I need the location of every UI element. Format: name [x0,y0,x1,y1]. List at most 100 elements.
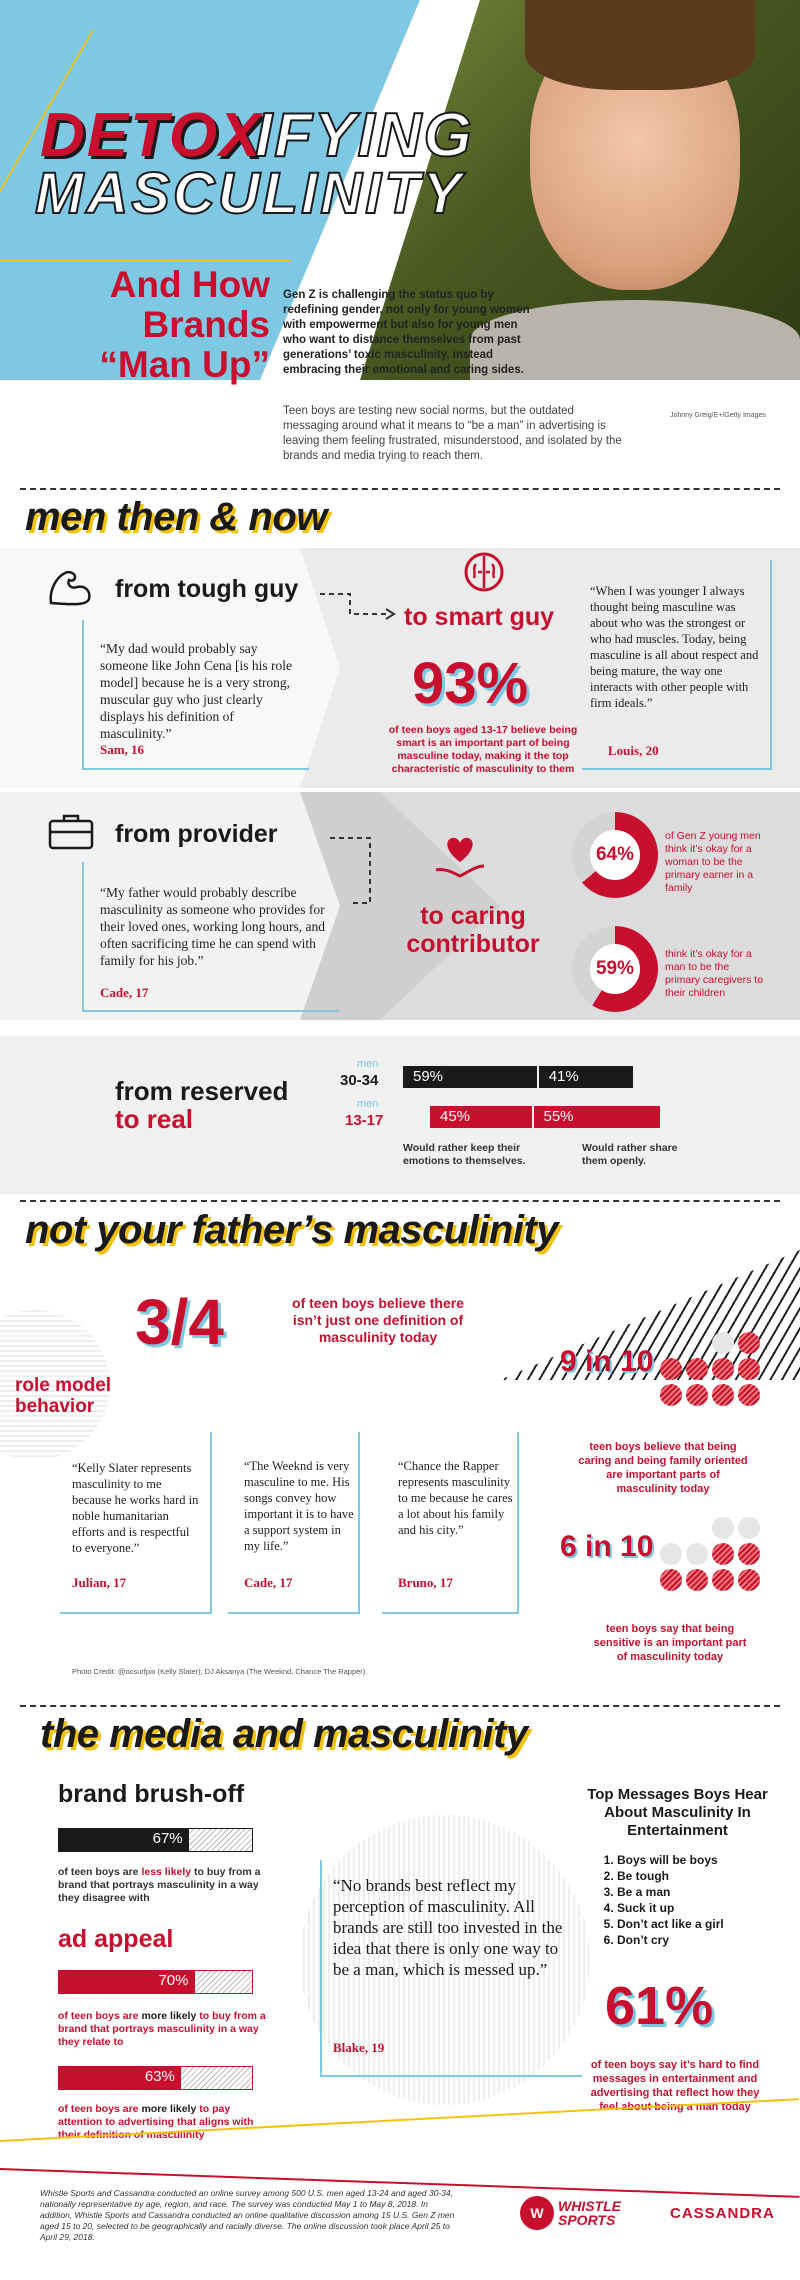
stat-9-caption: teen boys believe that being caring and … [578,1441,748,1495]
stat-6-in-10: 6 in 10 [560,1530,654,1563]
stat-three-quarters-caption: of teen boys believe there isn’t just on… [292,1295,464,1345]
filled-dot [686,1358,708,1380]
brush-bar-fill: 67% [58,1828,189,1852]
stat-6-caption: teen boys say that being sensitive is an… [593,1623,747,1663]
quote-box-sam [82,620,309,770]
subtitle-line2: Brands [142,304,270,345]
appeal2-bar-fill: 63% [58,2066,181,2090]
quote-box-julian [60,1432,212,1614]
dots-9-in-10 [660,1332,760,1406]
filled-dot [738,1358,760,1380]
separator [20,1200,780,1202]
brush-caption-hl: less likely [141,1866,192,1878]
role-model-label: role model behavior [15,1375,111,1417]
filled-dot [686,1569,708,1591]
filled-dot [738,1384,760,1406]
filled-dot [712,1384,734,1406]
appeal2-caption-pre: of teen boys are [58,2103,142,2115]
reserved-panel [0,1036,800,1194]
portrait-hair [525,0,755,90]
quote-louis: “When I was younger I always thought bei… [590,584,759,710]
whistle-logo-icon: W [520,2196,554,2230]
brush-bar-value: 67% [152,1830,183,1847]
filled-dot [712,1543,734,1565]
title-ifying: IFYING [254,100,474,171]
row2-men: men [357,1098,379,1110]
logo-cassandra: CASSANDRA [670,2205,775,2222]
methodology: Whistle Sports and Cassandra conducted a… [40,2188,455,2242]
attr-cade2: Cade, 17 [244,1575,293,1590]
quote-blake: “No brands best reflect my perception of… [333,1876,563,1979]
appeal1-caption-pre: of teen boys are [58,2010,142,2022]
empty-dot [660,1543,682,1565]
message-item: Don’t cry [617,1932,724,1948]
tough-dash-arrow [320,590,400,625]
donut-59-caption: think it’s okay for a man to be the prim… [665,948,764,999]
to-smart-guy: to smart guy [404,603,555,631]
brush-caption-post: to buy from a brand that portrays mascul… [58,1866,261,1904]
briefcase-icon [48,812,94,855]
donut-64-label: 64% [590,830,640,880]
filled-dot [738,1543,760,1565]
row2-age: 13-17 [345,1112,384,1129]
portrait-shirt [470,300,800,380]
heart-hand-icon [432,832,488,889]
donut-59-label: 59% [590,944,640,994]
row1-share-bar: 41% [538,1066,633,1088]
messages-list: Boys will be boys Be tough Be a man Suck… [595,1852,724,1948]
reserved-label-2: to real [115,1104,194,1134]
row2-keep-bar: 45% [430,1106,532,1128]
row2-share-bar: 55% [533,1106,660,1128]
empty-dot [686,1543,708,1565]
quote-julian: “Kelly Slater represents masculinity to … [72,1461,199,1555]
attr-louis: Louis, 20 [608,743,659,758]
attr-bruno: Bruno, 17 [398,1575,453,1590]
stat-three-quarters: 3/4 [135,1286,224,1358]
appeal1-caption: of teen boys are more likely to buy from… [58,2010,268,2049]
quote-box-bruno [382,1432,519,1614]
donut-59: 59% [572,926,658,1012]
filled-dot [738,1332,760,1354]
stat-93-caption: of teen boys aged 13-17 believe being sm… [388,724,578,775]
section2-title: not your father’s masculinity [25,1208,559,1252]
dot-spacer [660,1332,682,1354]
appeal1-bar-fill: 70% [58,1970,195,1994]
empty-dot [712,1517,734,1539]
separator [20,488,780,490]
flexed-arm-icon [45,565,95,614]
stat-93: 93% [412,651,529,716]
message-item: Don’t act like a girl [617,1916,724,1932]
message-item: Suck it up [617,1900,724,1916]
donut-64: 64% [572,812,658,898]
brush-caption: of teen boys are less likely to buy from… [58,1866,268,1905]
row1-men: men [357,1058,379,1070]
from-tough-guy: from tough guy [115,575,299,603]
logo-whistle-sports: WHISTLE SPORTS [558,2198,621,2228]
legend-keep: Would rather keep their emotions to them… [403,1142,526,1167]
brush-title: brand brush-off [58,1780,245,1808]
quote-cade2: “The Weeknd is very masculine to me. His… [244,1459,354,1553]
quote-box-louis [582,560,772,770]
section3-title: the media and masculinity [40,1712,528,1756]
quote-circle-bg [300,1815,590,2105]
provider-dash-arrow [330,835,390,920]
to-caring-line2: contributor [406,930,540,958]
filled-dot [660,1569,682,1591]
attr-blake: Blake, 19 [333,2040,385,2055]
quote-box-blake [320,1860,582,2077]
dot-spacer [686,1517,708,1539]
quote-cade: “My father would probably describe mascu… [100,885,325,968]
appeal1-caption-post: to buy from a brand that portrays mascul… [58,2010,266,2048]
intro-body: Teen boys are testing new social norms, … [283,405,622,462]
subtitle: And How Brands “Man Up” [40,265,270,385]
to-caring-contributor: to caring contributor [388,902,558,958]
appeal2-caption-hl: more likely [141,2103,197,2115]
appeal2-bar-value: 63% [144,2068,175,2085]
attr-sam: Sam, 16 [100,742,145,757]
filled-dot [660,1384,682,1406]
from-provider: from provider [115,820,278,848]
attr-cade: Cade, 17 [100,985,149,1000]
filled-dot [712,1358,734,1380]
provider-inner [0,792,340,1020]
subtitle-line3: “Man Up” [99,344,270,385]
